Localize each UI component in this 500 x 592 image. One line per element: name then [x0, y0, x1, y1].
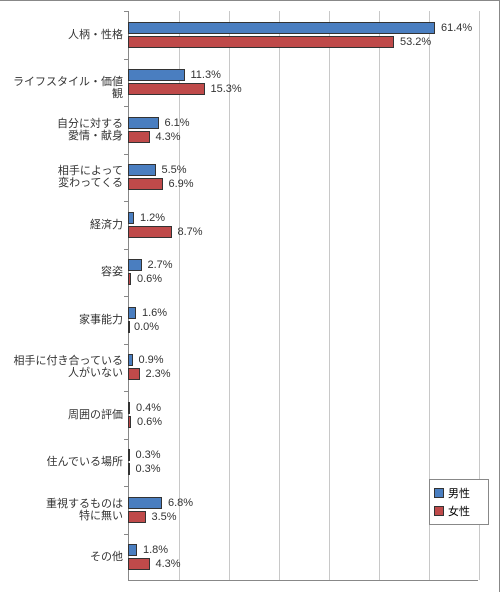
value-label-female: 0.0%: [134, 321, 159, 333]
bar-male: [128, 69, 185, 81]
value-label-male: 0.9%: [139, 354, 164, 366]
category-label: 人柄・性格: [3, 29, 123, 41]
value-label-male: 6.1%: [165, 117, 190, 129]
category-label: 相手によって 変わってくる: [3, 165, 123, 189]
value-label-male: 11.3%: [191, 69, 221, 81]
bar-female: [128, 273, 131, 285]
value-label-male: 1.8%: [143, 544, 168, 556]
bar-female: [128, 511, 146, 523]
category-row: 周囲の評価 0.4% 0.6%: [0, 391, 499, 439]
legend-item-female: 女性: [434, 502, 484, 520]
value-label-male: 1.6%: [142, 307, 167, 319]
category-tick: [124, 11, 128, 12]
category-label: 家事能力: [3, 314, 123, 326]
value-label-female: 4.3%: [156, 131, 181, 143]
bar-female: [128, 558, 150, 570]
category-tick: [124, 391, 128, 392]
bar-male: [128, 22, 435, 34]
bar-male: [128, 449, 130, 461]
value-label-male: 5.5%: [162, 164, 187, 176]
value-label-female: 4.3%: [156, 558, 181, 570]
legend: 男性 女性: [429, 479, 489, 525]
category-tick: [124, 439, 128, 440]
bar-male: [128, 117, 159, 129]
category-label: ライフスタイル・価値観: [3, 76, 123, 100]
value-label-male: 1.2%: [140, 212, 165, 224]
value-label-male: 0.4%: [136, 402, 161, 414]
value-label-female: 0.6%: [137, 416, 162, 428]
category-tick: [124, 486, 128, 487]
category-row: 相手に付き合っている 人がいない 0.9% 2.3%: [0, 344, 499, 392]
bar-male: [128, 164, 156, 176]
bar-male: [128, 497, 162, 509]
value-label-female: 2.3%: [146, 368, 171, 380]
category-row: 重視するものは 特に無い 6.8% 3.5%: [0, 486, 499, 534]
bar-male: [128, 544, 137, 556]
bar-female: [128, 463, 130, 475]
bar-female: [128, 226, 172, 238]
bar-male: [128, 402, 130, 414]
category-label: 自分に対する 愛情・献身: [3, 118, 123, 142]
category-row: 家事能力 1.6% 0.0%: [0, 296, 499, 344]
value-label-female: 6.9%: [169, 178, 194, 190]
value-label-female: 3.5%: [152, 511, 177, 523]
category-label: 重視するものは 特に無い: [3, 498, 123, 522]
category-label: 容姿: [3, 266, 123, 278]
legend-item-male: 男性: [434, 484, 484, 502]
category-row: 経済力 1.2% 8.7%: [0, 201, 499, 249]
category-row: 容姿 2.7% 0.6%: [0, 249, 499, 297]
value-label-male: 0.3%: [136, 449, 161, 461]
male-swatch: [434, 488, 444, 498]
category-row: 自分に対する 愛情・献身 6.1% 4.3%: [0, 106, 499, 154]
bar-female: [128, 36, 394, 48]
bar-male: [128, 259, 142, 271]
category-tick: [124, 201, 128, 202]
category-row: 人柄・性格 61.4% 53.2%: [0, 11, 499, 59]
category-tick: [124, 106, 128, 107]
bar-female: [128, 178, 163, 190]
value-label-male: 61.4%: [441, 22, 472, 34]
category-label: 住んでいる場所: [3, 456, 123, 468]
category-label: 周囲の評価: [3, 409, 123, 421]
bar-male: [128, 212, 134, 224]
category-label: 相手に付き合っている 人がいない: [3, 355, 123, 379]
category-row: ライフスタイル・価値観 11.3% 15.3%: [0, 59, 499, 107]
value-label-female: 0.6%: [137, 273, 162, 285]
value-label-female: 8.7%: [178, 226, 203, 238]
category-row: 相手によって 変わってくる 5.5% 6.9%: [0, 154, 499, 202]
category-tick: [124, 249, 128, 250]
value-label-male: 2.7%: [148, 259, 173, 271]
value-label-female: 53.2%: [400, 36, 431, 48]
category-row: 住んでいる場所 0.3% 0.3%: [0, 439, 499, 487]
category-tick: [124, 59, 128, 60]
value-label-female: 15.3%: [211, 83, 242, 95]
bar-male: [128, 307, 136, 319]
bar-female: [128, 321, 130, 333]
value-label-female: 0.3%: [136, 463, 161, 475]
female-legend-label: 女性: [448, 503, 470, 519]
category-tick: [124, 344, 128, 345]
bar-female: [128, 368, 140, 380]
bar-female: [128, 83, 205, 95]
bar-male: [128, 354, 133, 366]
chart-container: 人柄・性格 61.4% 53.2% ライフスタイル・価値観 11.3% 15.3% 自分に対…: [0, 0, 500, 592]
category-tick: [124, 154, 128, 155]
bar-female: [128, 416, 131, 428]
male-legend-label: 男性: [448, 485, 470, 501]
female-swatch: [434, 506, 444, 516]
category-label: その他: [3, 551, 123, 563]
category-label: 経済力: [3, 219, 123, 231]
category-row: その他 1.8% 4.3%: [0, 534, 499, 582]
value-label-male: 6.8%: [168, 497, 193, 509]
bar-female: [128, 131, 150, 143]
category-tick: [124, 296, 128, 297]
category-tick: [124, 534, 128, 535]
